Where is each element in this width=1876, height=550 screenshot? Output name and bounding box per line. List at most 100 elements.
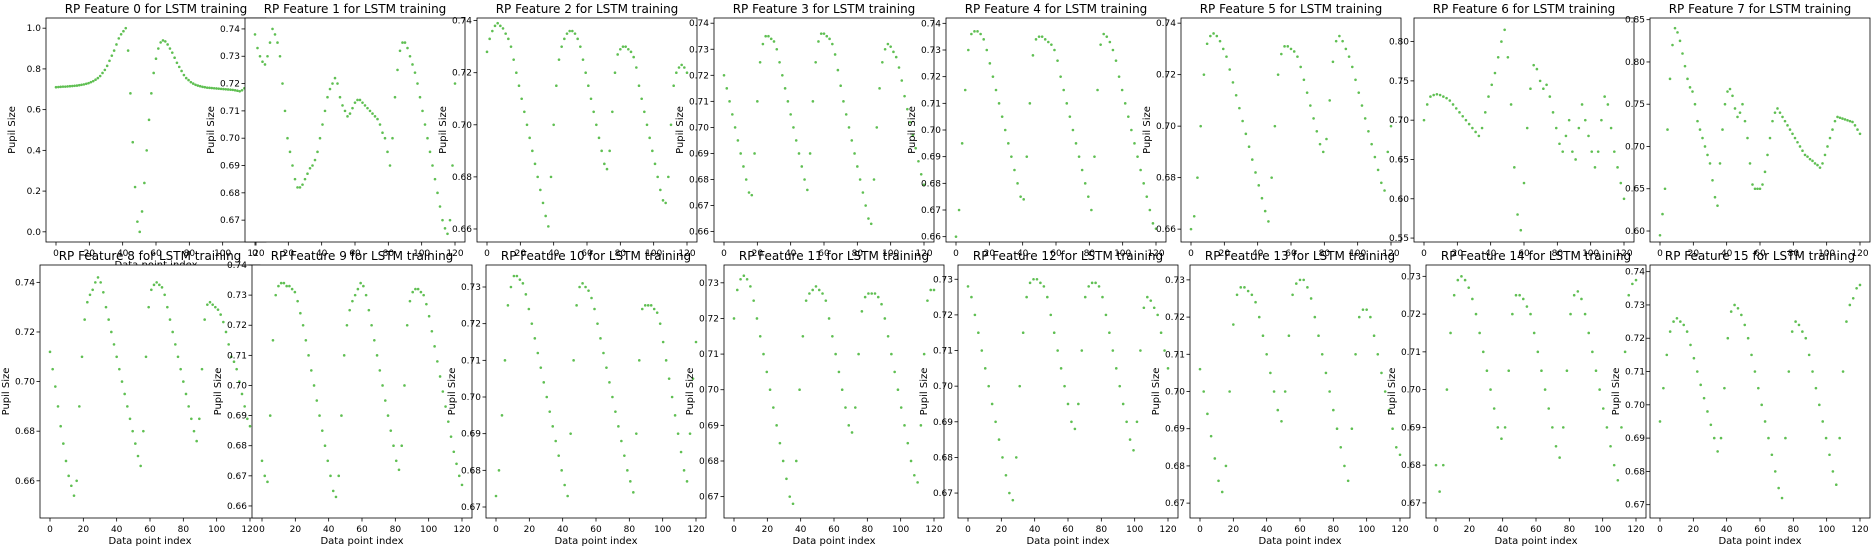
data-point <box>1746 336 1750 340</box>
data-point <box>408 299 412 303</box>
data-point <box>691 377 695 380</box>
y-axis-label: Pupil Size <box>1 368 12 416</box>
y-tick-label: 0.73 <box>220 52 240 62</box>
data-point <box>1347 55 1351 58</box>
plot-frame <box>957 264 1179 519</box>
data-point <box>1692 356 1696 360</box>
data-point <box>1083 182 1087 185</box>
data-point <box>1683 64 1687 68</box>
x-tick-label: 100 <box>420 525 437 535</box>
data-point <box>64 459 68 463</box>
data-point <box>1114 367 1118 370</box>
data-point <box>256 46 259 50</box>
y-tick-label: 0.67 <box>921 206 941 216</box>
data-point <box>614 410 617 413</box>
data-point <box>1192 214 1196 218</box>
x-tick-label: 120 <box>1391 525 1408 535</box>
x-tick-label: 20 <box>1464 525 1476 535</box>
data-point <box>386 150 389 154</box>
data-point <box>334 495 338 499</box>
data-point <box>248 424 252 428</box>
data-point <box>629 480 632 483</box>
data-point <box>1127 115 1130 118</box>
data-point <box>152 71 155 75</box>
data-point <box>1272 390 1276 393</box>
subplot-title: RP Feature 3 for LSTM training <box>733 2 916 16</box>
data-point <box>1831 470 1835 473</box>
data-point <box>539 188 542 192</box>
y-tick-label: 0.66 <box>689 228 709 238</box>
data-point <box>1011 498 1015 502</box>
data-point <box>303 177 307 181</box>
data-point <box>446 232 449 236</box>
data-point <box>1367 129 1370 133</box>
data-point <box>590 296 593 300</box>
data-point <box>128 417 132 421</box>
data-point <box>1320 352 1324 356</box>
data-point <box>338 95 342 99</box>
data-point <box>353 293 357 297</box>
x-axis-label: Data point index <box>792 536 875 547</box>
data-point <box>1693 102 1697 106</box>
data-point <box>318 414 321 417</box>
x-tick-label: 40 <box>557 525 569 535</box>
data-point <box>1780 496 1784 500</box>
data-point <box>814 60 817 64</box>
data-point <box>1503 426 1507 429</box>
y-tick-label: 0.72 <box>1625 334 1645 344</box>
data-point <box>1708 162 1712 165</box>
data-point <box>1525 126 1529 130</box>
y-tick-label: 0.70 <box>220 134 240 144</box>
data-point <box>970 295 973 299</box>
data-point <box>168 318 172 321</box>
data-point <box>758 60 762 64</box>
data-point <box>1350 427 1354 431</box>
data-point <box>1806 155 1809 158</box>
data-point <box>1114 59 1118 62</box>
data-point <box>688 432 692 435</box>
y-tick-label: 0.74 <box>1156 19 1176 29</box>
data-point <box>208 300 212 304</box>
data-point <box>1490 83 1494 87</box>
data-point <box>1740 313 1743 317</box>
data-point <box>426 136 429 140</box>
data-point <box>1146 295 1149 299</box>
data-point <box>1858 132 1862 136</box>
data-point <box>620 439 623 443</box>
data-point <box>554 439 558 443</box>
data-point <box>1853 124 1857 127</box>
data-point <box>1059 75 1062 78</box>
data-point <box>1239 286 1243 289</box>
data-point <box>1666 128 1669 131</box>
plot-frame <box>39 264 261 519</box>
data-point <box>1324 371 1328 375</box>
y-axis-label: Pupil Size <box>1151 368 1162 416</box>
subplot-title: RP Feature 12 for LSTM training <box>973 249 1163 263</box>
data-point <box>258 54 262 58</box>
data-point <box>1034 38 1038 41</box>
data-point <box>152 283 156 287</box>
y-tick-label: 0.70 <box>1625 142 1645 152</box>
y-tick-label: 0.75 <box>1625 100 1645 110</box>
data-point <box>804 299 808 302</box>
y-axis-label: Pupil Size <box>685 368 696 416</box>
data-point <box>836 68 840 72</box>
data-point <box>1572 293 1576 297</box>
data-point <box>210 86 214 90</box>
data-point <box>82 83 86 86</box>
data-point <box>821 292 824 295</box>
data-point <box>1391 427 1394 431</box>
data-point <box>1383 189 1386 192</box>
x-tick-label: 100 <box>1594 525 1611 535</box>
data-point <box>987 384 990 388</box>
data-point <box>1536 350 1540 354</box>
data-point <box>1634 278 1638 282</box>
data-point <box>578 285 581 289</box>
data-point <box>78 405 81 408</box>
y-tick-label: 0.69 <box>1625 434 1645 444</box>
data-point <box>1609 126 1613 130</box>
y-tick-label: 0.72 <box>933 311 953 321</box>
data-point <box>1507 369 1511 373</box>
data-point <box>991 75 995 78</box>
y-tick-label: 0.70 <box>452 121 472 131</box>
